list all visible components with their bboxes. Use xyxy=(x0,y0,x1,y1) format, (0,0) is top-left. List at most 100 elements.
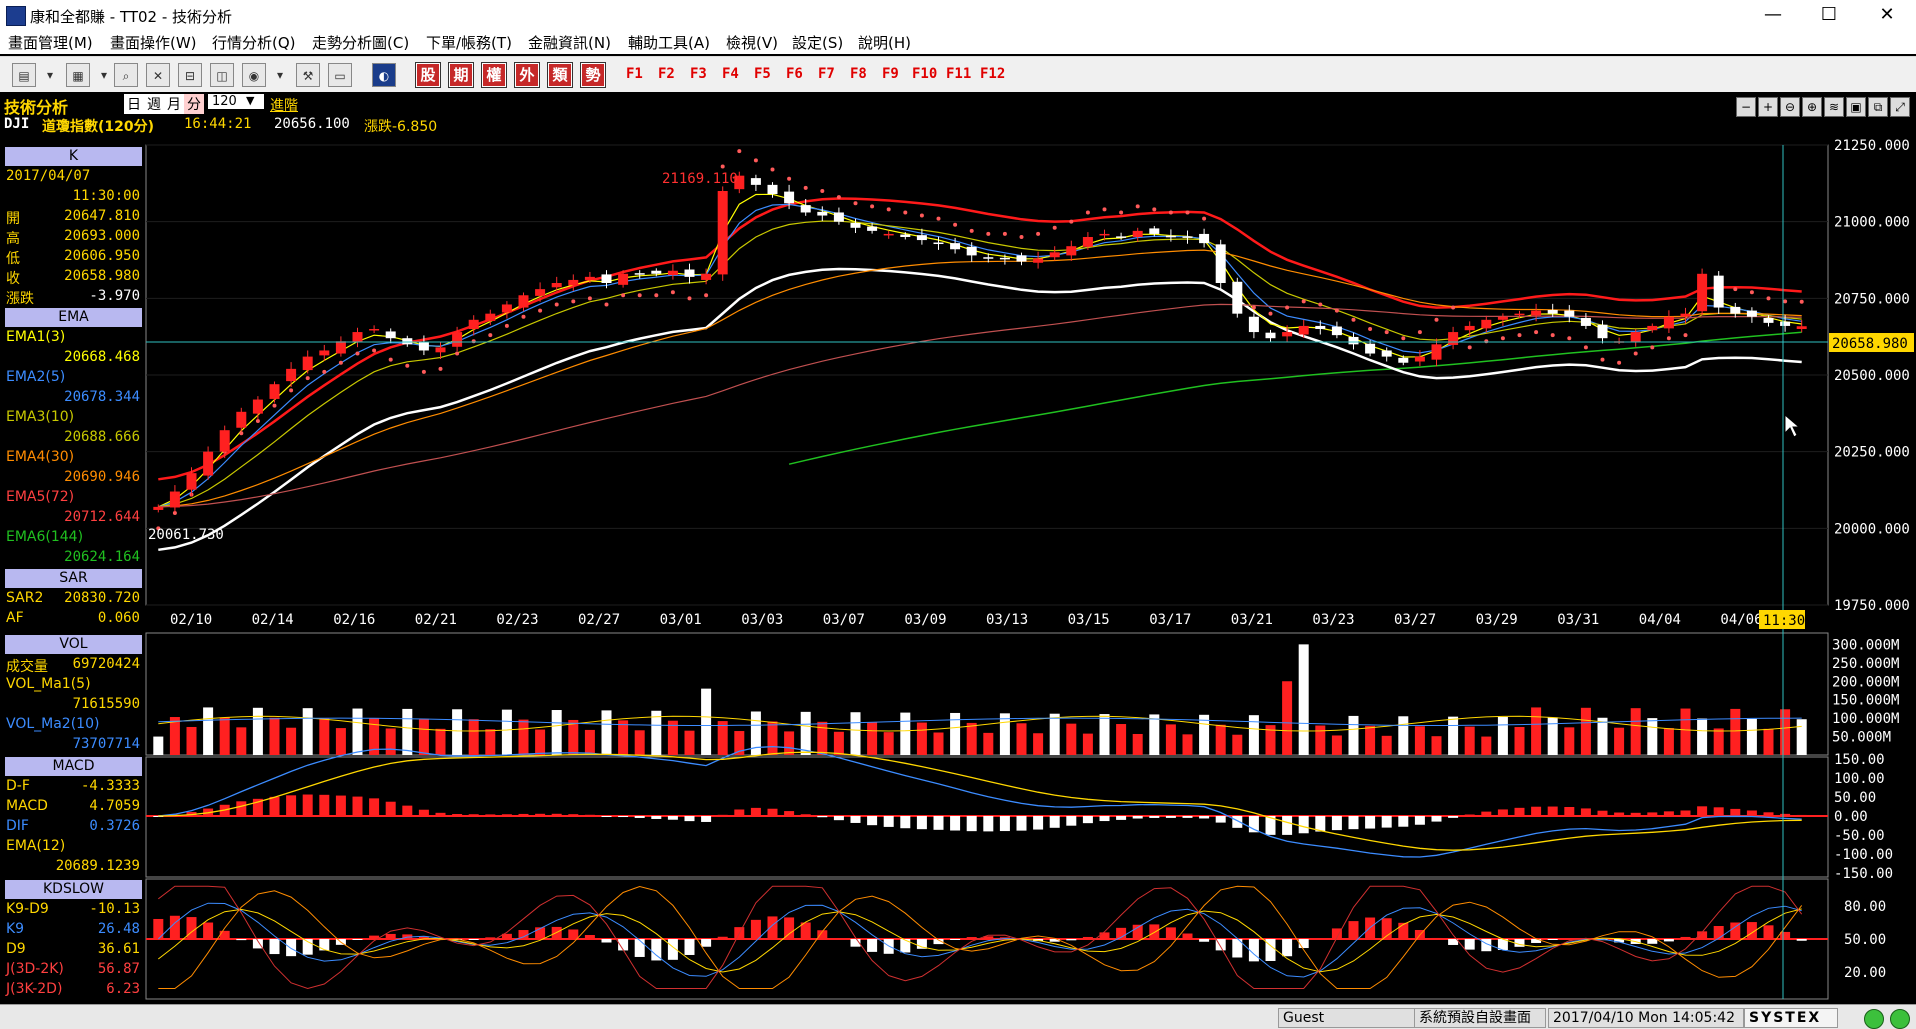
ema2-value: 20678.344 xyxy=(64,389,140,405)
f4-key[interactable]: F4 xyxy=(722,66,739,82)
candle-body xyxy=(169,491,180,508)
maximize-button[interactable]: ☐ xyxy=(1820,4,1838,25)
period-day-tab[interactable]: 日 xyxy=(124,94,144,114)
menu-quote-analysis[interactable]: 行情分析(Q) xyxy=(212,34,296,52)
volume-bar xyxy=(767,721,778,755)
date-axis-tick: 03/13 xyxy=(986,612,1028,628)
price-axis-tick: 19750.000 xyxy=(1834,598,1910,614)
f2-key[interactable]: F2 xyxy=(658,66,675,82)
foreign-button[interactable]: 外 xyxy=(515,63,539,87)
macd-histogram-bar xyxy=(1232,816,1243,828)
tools-icon[interactable]: ⚒ xyxy=(296,63,320,87)
sar-dot xyxy=(1417,330,1422,335)
expand-icon[interactable]: ⊕ xyxy=(1802,97,1822,117)
kd-histogram-bar xyxy=(1116,927,1127,939)
status-layout[interactable]: 系統預設自設畫面 xyxy=(1414,1008,1546,1028)
macd-histogram-bar xyxy=(1315,816,1326,832)
f8-key[interactable]: F8 xyxy=(850,66,867,82)
advanced-link[interactable]: 進階 xyxy=(270,98,298,114)
macd-histogram-bar xyxy=(1780,813,1791,816)
menu-trend-chart[interactable]: 走勢分析圖(C) xyxy=(312,34,410,52)
volume-bar xyxy=(833,731,844,755)
dropdown-arrow-icon[interactable]: ▾ xyxy=(276,68,284,82)
sar-dot xyxy=(1251,305,1256,310)
fullscreen-icon[interactable]: ⤢ xyxy=(1890,97,1910,117)
split-vertical-icon[interactable]: ◫ xyxy=(210,63,234,87)
macd-histogram-bar xyxy=(833,816,844,821)
macd-histogram-bar xyxy=(1298,816,1309,834)
period-minute-tab[interactable]: 分 xyxy=(184,94,204,114)
layout-icon[interactable]: ▦ xyxy=(66,63,90,87)
kd-histogram-bar xyxy=(1066,939,1077,941)
window-icon[interactable]: ⧉ xyxy=(1868,97,1888,117)
candle-body xyxy=(1331,326,1342,336)
search-icon[interactable]: ⌕ xyxy=(114,63,138,87)
period-month-tab[interactable]: 月 xyxy=(164,94,184,114)
menu-help[interactable]: 說明(H) xyxy=(858,34,911,52)
macd-axis-tick: 0.00 xyxy=(1834,809,1868,825)
menu-aux-tools[interactable]: 輔助工具(A) xyxy=(628,34,710,52)
f7-key[interactable]: F7 xyxy=(818,66,835,82)
menu-screen-manage[interactable]: 畫面管理(M) xyxy=(8,34,93,52)
sar-dot xyxy=(936,216,941,221)
stock-button[interactable]: 股 xyxy=(416,63,440,87)
close-button[interactable]: ✕ xyxy=(1879,4,1895,25)
macd-histogram-bar xyxy=(1099,816,1110,822)
f3-key[interactable]: F3 xyxy=(690,66,707,82)
shrink-icon[interactable]: ⊖ xyxy=(1780,97,1800,117)
menu-financial-info[interactable]: 金融資訊(N) xyxy=(528,34,611,52)
quote-time: 16:44:21 xyxy=(184,116,252,132)
save-icon[interactable]: ▣ xyxy=(1846,97,1866,117)
menu-screen-operate[interactable]: 畫面操作(W) xyxy=(110,34,197,52)
chevron-down-icon[interactable]: ▼ xyxy=(246,94,255,107)
macd-histogram-bar xyxy=(1713,807,1724,816)
menu-order-account[interactable]: 下單/帳務(T) xyxy=(426,34,512,52)
f12-key[interactable]: F12 xyxy=(980,66,1006,82)
volume-bar xyxy=(916,722,927,755)
monitor-icon[interactable]: ▭ xyxy=(328,63,352,87)
macd-histogram-bar xyxy=(236,801,247,816)
macd-histogram-bar xyxy=(335,795,346,816)
options-button[interactable]: 權 xyxy=(482,63,506,87)
menu-view[interactable]: 檢視(V) xyxy=(726,34,778,52)
candle-body xyxy=(784,191,795,204)
kd-histogram-bar xyxy=(1182,933,1193,939)
f6-key[interactable]: F6 xyxy=(786,66,803,82)
brand-logo-icon[interactable]: ◐ xyxy=(372,63,396,87)
j3d2k-label: J(3D-2K) xyxy=(6,961,64,977)
candle-body xyxy=(1315,325,1326,329)
zoom-out-icon[interactable]: − xyxy=(1736,97,1756,117)
f5-key[interactable]: F5 xyxy=(754,66,771,82)
volume-bar xyxy=(634,730,645,755)
f1-key[interactable]: F1 xyxy=(626,66,643,82)
dropdown-arrow-icon[interactable]: ▾ xyxy=(46,68,54,82)
kd-histogram-bar xyxy=(286,939,297,957)
f9-key[interactable]: F9 xyxy=(882,66,899,82)
title-bar: 康和全都賺 - TT02 - 技術分析 — ☐ ✕ xyxy=(0,0,1916,30)
volume-bar xyxy=(485,729,496,755)
close-window-icon[interactable]: ✕ xyxy=(146,63,170,87)
f10-key[interactable]: F10 xyxy=(912,66,938,82)
coin-icon[interactable]: ◉ xyxy=(242,63,266,87)
sar-dot xyxy=(1085,210,1090,215)
screen-icon[interactable]: ▤ xyxy=(12,63,36,87)
indicator-icon[interactable]: ≋ xyxy=(1824,97,1844,117)
candle-body xyxy=(1730,306,1741,314)
volume-bar xyxy=(1365,725,1376,755)
macd-histogram-bar xyxy=(1448,816,1459,818)
chart-canvas[interactable]: 21169.110 20061.730 21250.000 21000.000 20… xyxy=(0,0,1916,1004)
ema3-label: EMA3(10) xyxy=(6,409,75,425)
kd-histogram-bar xyxy=(1265,939,1276,961)
trend-button[interactable]: 勢 xyxy=(581,63,605,87)
menu-settings[interactable]: 設定(S) xyxy=(792,34,844,52)
minimize-button[interactable]: — xyxy=(1764,4,1782,25)
category-button[interactable]: 類 xyxy=(548,63,572,87)
split-horizontal-icon[interactable]: ⊟ xyxy=(178,63,202,87)
futures-button[interactable]: 期 xyxy=(449,63,473,87)
period-week-tab[interactable]: 週 xyxy=(144,94,164,114)
dropdown-arrow-icon[interactable]: ▾ xyxy=(100,68,108,82)
interval-select[interactable]: 120 xyxy=(208,94,264,109)
zoom-in-icon[interactable]: + xyxy=(1758,97,1778,117)
f11-key[interactable]: F11 xyxy=(946,66,972,82)
kd-histogram-bar xyxy=(1365,917,1376,939)
